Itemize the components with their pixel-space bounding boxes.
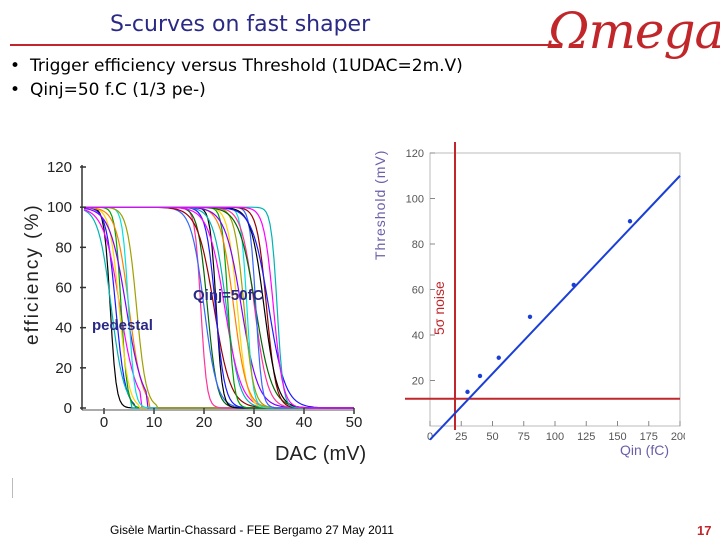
x-tick-label: 100 [546, 431, 564, 443]
noise-annotation: 5σ noise [431, 281, 447, 335]
y-tick-label: 100 [47, 199, 72, 216]
bullet-text: Qinj=50 f.C (1/3 pe-) [30, 80, 206, 100]
y-tick-label: 40 [412, 330, 424, 342]
threshold-chart: 20 40 60 80 100 120 0 25 50 75 100 125 150 175 200 Thr… [372, 142, 685, 470]
y-tick-label: 80 [412, 239, 424, 251]
x-tick-label: 150 [608, 431, 626, 443]
pedestal-annotation: pedestal [92, 317, 153, 334]
y-tick-label: 20 [412, 376, 424, 388]
x-tick-label: 40 [296, 414, 313, 431]
slide-title: S-curves on fast shaper [110, 12, 371, 37]
y-tick-label: 120 [47, 159, 72, 176]
bullet-item: • Trigger efficiency versus Threshold (1U… [10, 56, 463, 76]
omega-logo: Ωmega [548, 2, 720, 60]
data-point [527, 314, 533, 319]
x-tick-label: 125 [577, 431, 595, 443]
data-point [477, 373, 483, 379]
s-curve-line [84, 206, 354, 409]
x-tick-label: 10 [146, 414, 163, 431]
x-axis-label: DAC (mV) [275, 443, 366, 465]
x-tick-label: 0 [427, 431, 433, 443]
y-tick-label: 100 [406, 194, 424, 206]
plot-area [425, 145, 680, 470]
x-tick-label: 25 [455, 431, 467, 443]
y-axis-label: Threshold (mV) [372, 150, 388, 260]
x-tick-label: 175 [640, 431, 658, 443]
footer-text: Gisèle Martin-Chassard - FEE Bergamo 27 … [110, 523, 394, 537]
data-point [496, 355, 501, 360]
bullet-text: Trigger efficiency versus Threshold (1UD… [30, 56, 463, 76]
page-number: 17 [697, 523, 712, 538]
x-tick-label: 20 [196, 414, 213, 431]
y-tick-label: 80 [55, 239, 72, 256]
y-axis-label: efficiency (%) [22, 203, 43, 345]
x-tick-label: 75 [518, 431, 530, 443]
s-curve-chart: 0 20 40 60 80 100 120 0 10 20 30 40 50 efficiency (%… [22, 159, 366, 465]
x-tick-label: 50 [486, 431, 498, 443]
data-point [627, 219, 633, 224]
margin-mark [12, 478, 13, 498]
x-tick-label: 30 [246, 414, 263, 431]
x-axis-label: Qin (fC) [620, 442, 669, 458]
fit-line [429, 175, 681, 441]
y-tick-label: 40 [55, 320, 72, 337]
data-point [465, 389, 470, 395]
y-tick-label: 20 [55, 360, 72, 377]
bullet-list: • Trigger efficiency versus Threshold (1U… [10, 56, 463, 104]
qinj-annotation: Qinj=50fC [193, 287, 264, 304]
y-tick-label: 60 [55, 280, 72, 297]
x-tick-label: 50 [346, 414, 363, 431]
y-tick-label: 0 [64, 400, 72, 417]
y-tick-label: 120 [406, 148, 424, 160]
plot-area [78, 164, 354, 409]
x-tick-label: 0 [100, 414, 108, 431]
bullet-item: • Qinj=50 f.C (1/3 pe-) [10, 80, 206, 100]
data-point [571, 282, 576, 288]
title-underline [10, 44, 560, 46]
y-tick-label: 60 [412, 285, 424, 297]
x-tick-label: 200 [671, 431, 685, 443]
